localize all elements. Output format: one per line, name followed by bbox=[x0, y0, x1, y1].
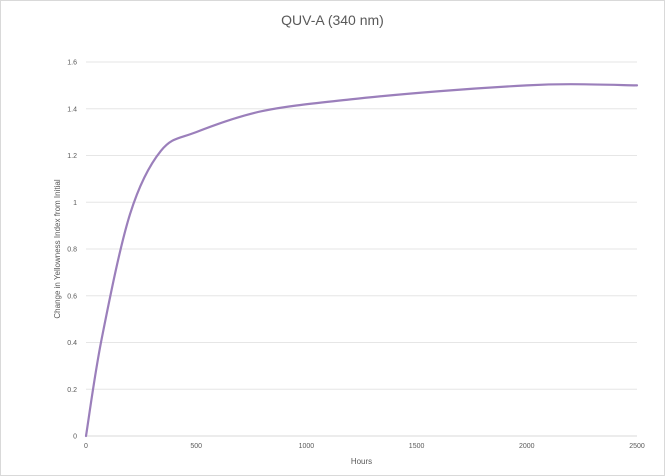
x-tick-label: 2500 bbox=[629, 443, 645, 450]
y-tick-label: 0.6 bbox=[67, 293, 77, 300]
y-tick-label: 1 bbox=[73, 200, 77, 207]
x-tick-label: 1000 bbox=[299, 443, 315, 450]
chart-title: QUV-A (340 nm) bbox=[281, 12, 384, 28]
y-tick-label: 0.8 bbox=[67, 247, 77, 254]
x-tick-label: 500 bbox=[190, 443, 202, 450]
x-tick-label: 2000 bbox=[519, 443, 535, 450]
gridlines bbox=[86, 61, 637, 390]
y-tick-label: 0.4 bbox=[67, 340, 77, 347]
series-layer bbox=[84, 83, 639, 438]
y-axis-ticks: 0 0.2 0.4 0.6 0.8 1 1.2 1.4 1.6 bbox=[67, 60, 77, 441]
y-tick-label: 0 bbox=[73, 434, 77, 441]
x-tick-label: 0 bbox=[84, 443, 88, 450]
y-tick-label: 1.4 bbox=[67, 106, 77, 113]
y-tick-label: 1.6 bbox=[67, 60, 77, 67]
y-axis-title: Change in Yellowness Index from Initial bbox=[53, 179, 62, 318]
x-axis-ticks: 0 500 1000 1500 2000 2500 bbox=[84, 443, 645, 450]
y-tick-label: 1.2 bbox=[67, 153, 77, 160]
x-tick-label: 1500 bbox=[409, 443, 425, 450]
x-axis-title: Hours bbox=[351, 457, 372, 466]
series-line bbox=[84, 83, 639, 438]
y-tick-label: 0.2 bbox=[67, 387, 77, 394]
